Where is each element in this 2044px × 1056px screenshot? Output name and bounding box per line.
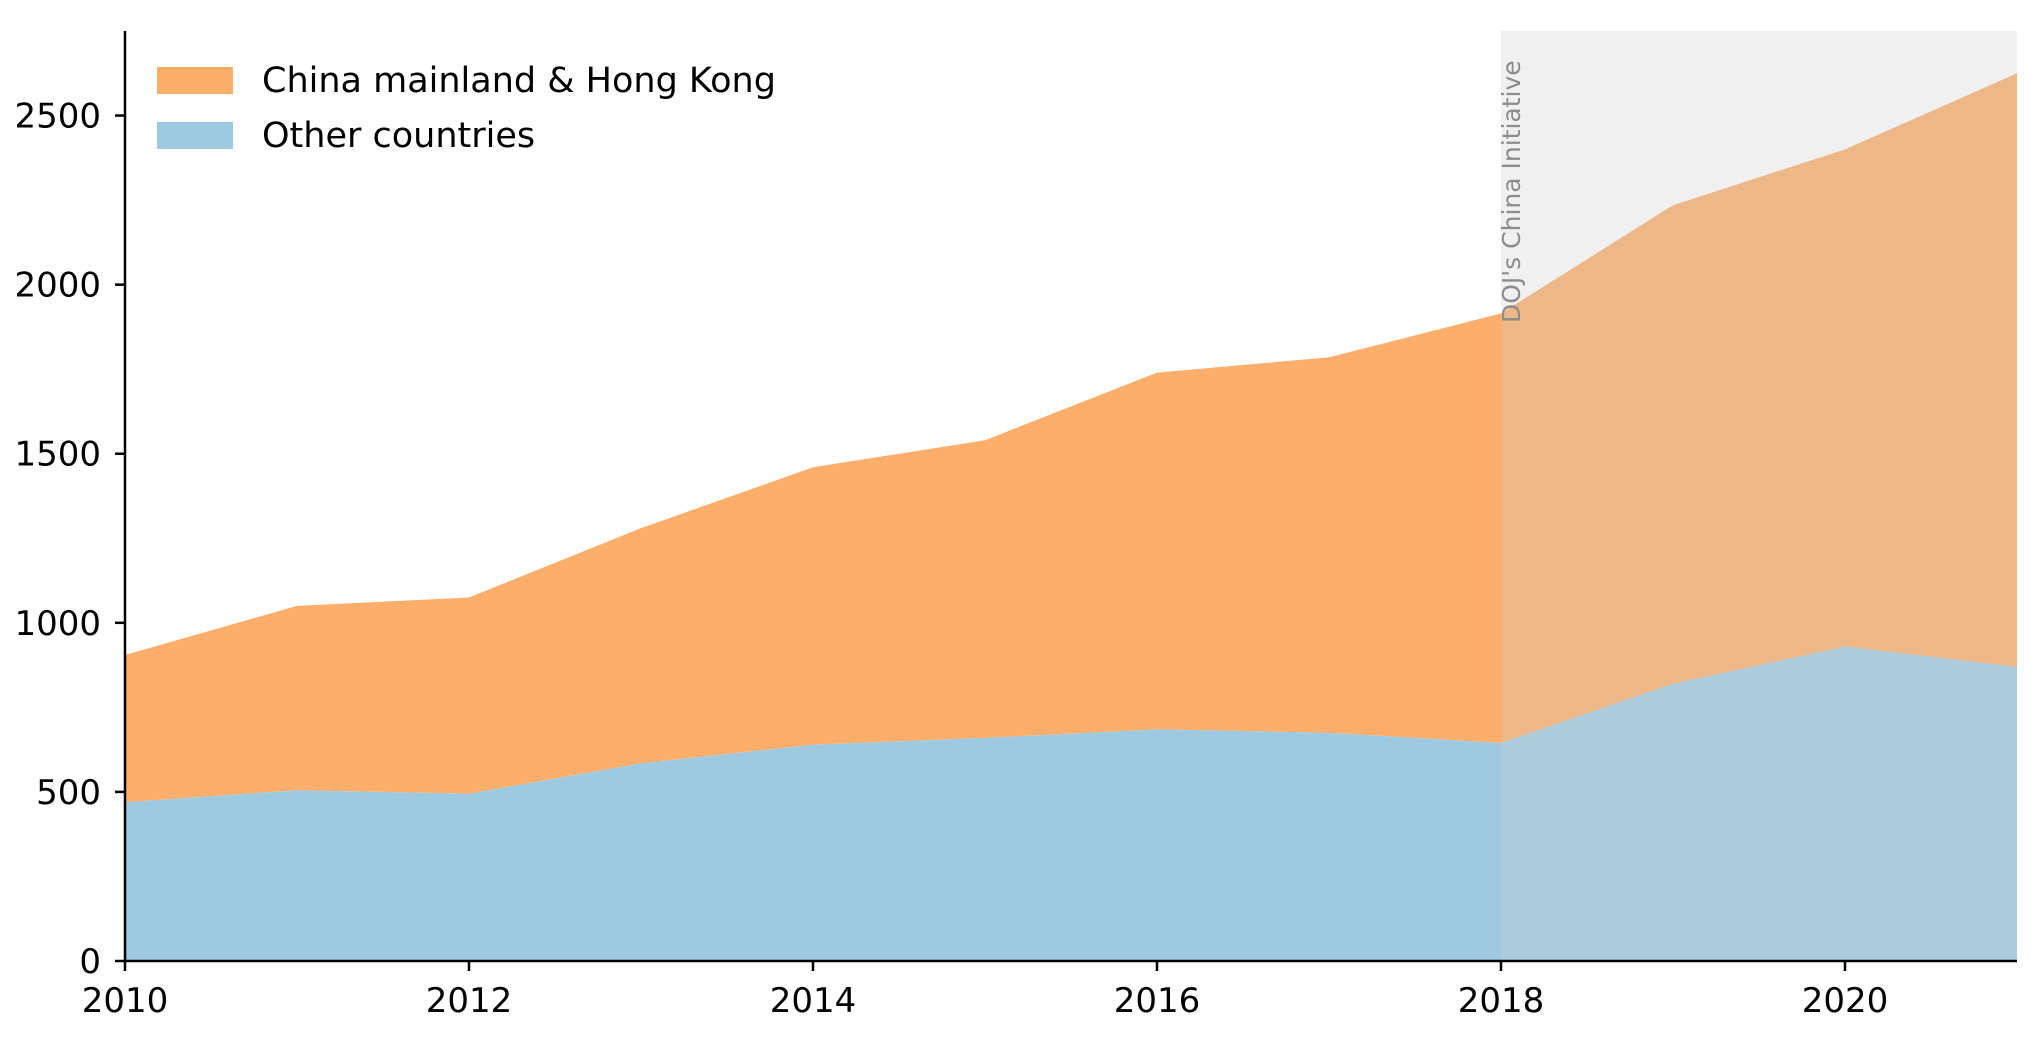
x-tick-label: 2018 bbox=[1458, 981, 1545, 1021]
y-axis: 0 500 1000 1500 2000 2500 bbox=[14, 31, 127, 982]
doj-initiative-label: DOJ's China Initiative bbox=[1497, 60, 1526, 323]
x-tick-label: 2010 bbox=[82, 981, 169, 1021]
legend-swatch-other-countries bbox=[157, 122, 233, 149]
y-tick-label: 500 bbox=[36, 773, 101, 813]
x-tick-label: 2020 bbox=[1802, 981, 1889, 1021]
y-tick-label: 2000 bbox=[14, 266, 101, 306]
legend-label-china-hongkong: China mainland & Hong Kong bbox=[262, 61, 776, 101]
y-tick-label: 1500 bbox=[14, 435, 101, 475]
legend: China mainland & Hong Kong Other countri… bbox=[157, 61, 776, 156]
x-tick-label: 2016 bbox=[1114, 981, 1201, 1021]
y-tick-label: 0 bbox=[79, 942, 101, 982]
legend-swatch-china-hongkong bbox=[157, 67, 233, 94]
x-axis: 2010 2012 2014 2016 2018 2020 bbox=[82, 959, 2017, 1021]
legend-label-other-countries: Other countries bbox=[262, 116, 535, 156]
doj-initiative-shading bbox=[1501, 31, 2017, 961]
x-tick-label: 2014 bbox=[770, 981, 857, 1021]
y-tick-label: 2500 bbox=[14, 97, 101, 137]
plot-area: DOJ's China Initiative bbox=[125, 31, 2017, 961]
x-tick-label: 2012 bbox=[426, 981, 513, 1021]
area-other-countries bbox=[125, 646, 2017, 961]
y-tick-label: 1000 bbox=[14, 604, 101, 644]
area-china-hongkong bbox=[125, 73, 2017, 803]
